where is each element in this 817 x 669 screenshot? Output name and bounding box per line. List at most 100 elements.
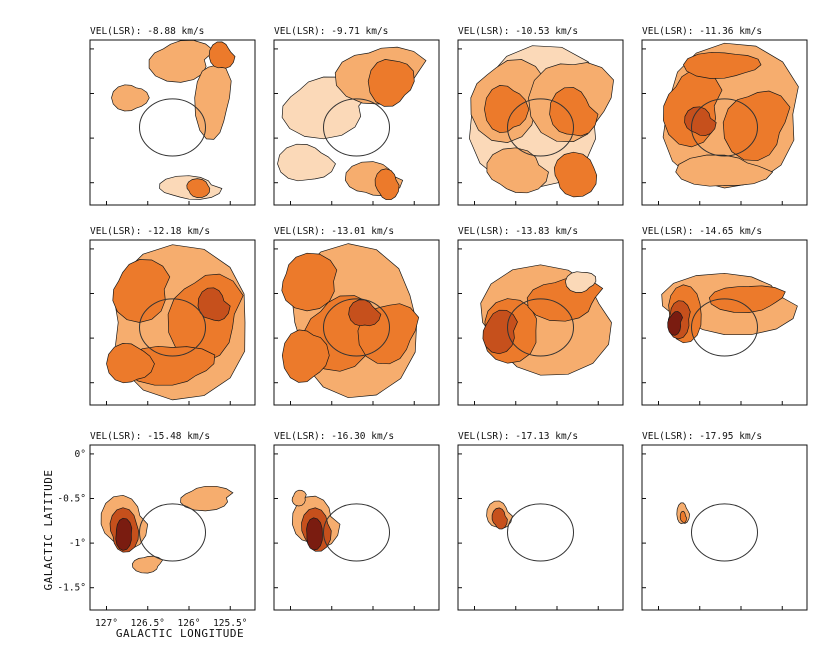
emission-contour-peak: [306, 517, 323, 551]
shell-ellipse: [691, 503, 758, 562]
channel-panel-12: VEL(LSR): -17.95 km/s: [641, 431, 808, 611]
panel-frame: [641, 39, 808, 206]
shell-ellipse: [507, 98, 574, 157]
emission-contour-low: [180, 485, 234, 512]
emission-map: [291, 489, 341, 552]
emission-contour-mid: [374, 168, 400, 201]
panel-frame: [89, 444, 256, 611]
shell-ellipse: [139, 298, 206, 357]
panel-velocity-label: VEL(LSR): -13.83 km/s: [458, 226, 578, 237]
emission-map: [106, 244, 246, 401]
channel-panel-9: VEL(LSR): -15.48 km/s: [89, 431, 256, 611]
emission-map: [469, 45, 614, 198]
emission-contour-mid: [167, 273, 244, 363]
emission-map: [480, 264, 612, 376]
emission-contour-mid: [682, 51, 762, 79]
emission-contour-faint: [277, 143, 336, 182]
emission-contour-faint: [565, 271, 597, 293]
emission-contour-peak: [667, 311, 683, 336]
emission-contour-high: [197, 287, 231, 322]
emission-contour-low: [148, 40, 215, 83]
emission-contour-high: [684, 106, 717, 137]
emission-contour-mid: [549, 87, 599, 137]
emission-contour-mid: [367, 59, 415, 107]
emission-contour-mid: [186, 178, 211, 198]
emission-contour-peak: [115, 517, 133, 551]
channel-panel-1: VEL(LSR): -8.88 km/s: [89, 26, 256, 206]
x-axis-title: GALACTIC LONGITUDE: [116, 627, 244, 640]
panel-velocity-label: VEL(LSR): -17.95 km/s: [642, 431, 762, 442]
panel-velocity-label: VEL(LSR): -12.18 km/s: [90, 226, 210, 237]
emission-contour-low: [486, 147, 549, 194]
emission-map: [662, 42, 799, 189]
emission-contour-mid: [679, 510, 687, 524]
shell-ellipse: [139, 503, 206, 562]
channel-panel-3: VEL(LSR): -10.53 km/s: [457, 26, 624, 206]
emission-map: [100, 485, 234, 574]
channel-panel-6: VEL(LSR): -13.01 km/s: [273, 226, 440, 406]
emission-contour-low: [291, 489, 307, 507]
emission-map: [676, 502, 691, 525]
emission-contour-mid: [722, 90, 791, 162]
panel-frame: [457, 239, 624, 406]
shell-ellipse: [507, 503, 574, 562]
y-tick-label: -1.5°: [57, 583, 86, 594]
emission-contour-mid: [281, 329, 330, 383]
emission-contour-mid: [708, 285, 786, 313]
emission-contour-high: [482, 309, 518, 355]
emission-contour-mid: [553, 151, 598, 198]
shell-ellipse: [323, 298, 390, 357]
panel-velocity-label: VEL(LSR): -15.48 km/s: [90, 431, 210, 442]
channel-panel-8: VEL(LSR): -14.65 km/s: [641, 226, 808, 406]
panel-frame: [641, 239, 808, 406]
panel-frame: [89, 39, 256, 206]
panel-frame: [457, 444, 624, 611]
emission-contour-low: [111, 84, 150, 112]
shell-ellipse: [691, 98, 758, 157]
panel-frame: [273, 239, 440, 406]
emission-map: [111, 40, 236, 200]
shell-ellipse: [507, 298, 574, 357]
x-tick-label: 125.5°: [213, 618, 247, 629]
panel-frame: [89, 239, 256, 406]
y-tick-label: 0°: [75, 449, 86, 460]
channel-panel-7: VEL(LSR): -13.83 km/s: [457, 226, 624, 406]
emission-contour-mid: [208, 41, 236, 69]
shell-ellipse: [323, 98, 390, 157]
x-tick-label: 126°: [178, 618, 201, 629]
panel-velocity-label: VEL(LSR): -14.65 km/s: [642, 226, 762, 237]
emission-map: [277, 46, 427, 201]
panel-velocity-label: VEL(LSR): -16.30 km/s: [274, 431, 394, 442]
panel-frame: [457, 39, 624, 206]
shell-ellipse: [139, 98, 206, 157]
emission-contour-high: [348, 299, 382, 327]
panel-velocity-label: VEL(LSR): -9.71 km/s: [274, 26, 388, 37]
emission-map: [486, 500, 513, 530]
x-tick-label: 127°: [95, 618, 118, 629]
emission-contour-low: [675, 154, 774, 187]
emission-contour-mid: [112, 259, 171, 323]
emission-contour-mid: [106, 343, 155, 384]
shell-ellipse: [691, 298, 758, 357]
emission-contour-high: [491, 507, 508, 530]
emission-contour-low: [194, 63, 232, 140]
channel-panel-4: VEL(LSR): -11.36 km/s: [641, 26, 808, 206]
channel-panel-5: VEL(LSR): -12.18 km/s: [89, 226, 256, 406]
emission-contour-mid: [281, 252, 338, 312]
panel-velocity-label: VEL(LSR): -10.53 km/s: [458, 26, 578, 37]
panel-frame: [273, 39, 440, 206]
channel-panel-2: VEL(LSR): -9.71 km/s: [273, 26, 440, 206]
channel-panel-11: VEL(LSR): -17.13 km/s: [457, 431, 624, 611]
panel-velocity-label: VEL(LSR): -13.01 km/s: [274, 226, 394, 237]
y-axis-title: GALACTIC LATITUDE: [42, 469, 55, 590]
panel-velocity-label: VEL(LSR): -8.88 km/s: [90, 26, 204, 37]
emission-contour-mid: [484, 85, 530, 134]
panel-velocity-label: VEL(LSR): -11.36 km/s: [642, 26, 762, 37]
panel-frame: [273, 444, 440, 611]
y-tick-label: -1°: [69, 538, 86, 549]
channel-panel-10: VEL(LSR): -16.30 km/s: [273, 431, 440, 611]
y-tick-label: -0.5°: [57, 494, 86, 505]
shell-ellipse: [323, 503, 390, 562]
panel-velocity-label: VEL(LSR): -17.13 km/s: [458, 431, 578, 442]
